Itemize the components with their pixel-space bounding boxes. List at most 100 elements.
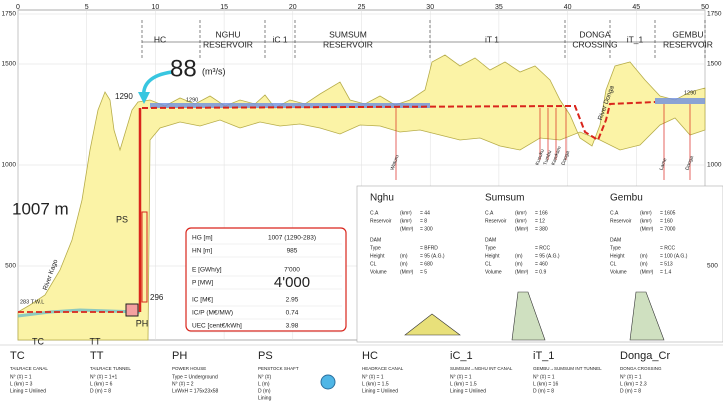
legend-detail: N° (#) = 1: [450, 374, 472, 380]
row-label: HG [m]: [192, 235, 213, 242]
reservoir-detail: (m): [515, 253, 523, 259]
reservoir-detail: (km²): [400, 218, 412, 224]
reservoir-detail: DAM: [370, 237, 381, 243]
reservoir-detail: = BFRD: [420, 245, 438, 251]
legend-title: PENSTOCK SHAFT: [258, 366, 299, 371]
legend-title: DONGA CROSSING: [620, 366, 662, 371]
river-label: Donga: [560, 150, 571, 166]
reservoir-detail: = 5: [420, 269, 427, 275]
x-tick-label: 25: [358, 4, 366, 11]
legend-code: iC_1: [450, 350, 473, 362]
reservoir-detail: Type: [485, 245, 496, 251]
river-label: Tumbu: [542, 149, 553, 166]
reservoir-detail: (Mm³): [515, 226, 529, 232]
reservoir-detail: (m): [515, 261, 523, 267]
reservoir-detail: DAM: [485, 237, 496, 243]
level-label: 1290: [684, 90, 696, 96]
legend-title: GEMBU→SUMSUM INT TUNNEL: [533, 366, 602, 371]
river-label: Donga: [684, 155, 695, 171]
row-value: 4'000: [274, 274, 310, 291]
row-value: 1007 (1290-283): [268, 235, 316, 242]
structure-label: TC: [32, 336, 44, 346]
legend-title: TAILRACE TUNNEL: [90, 366, 131, 371]
legend-title: POWER HOUSE: [172, 366, 206, 371]
terrain: [17, 54, 706, 341]
reservoir-detail: CL: [370, 261, 377, 267]
section-label: RESERVOIR: [663, 39, 713, 49]
legend-code: HC: [362, 350, 378, 362]
y-tick-label: 1500: [2, 61, 17, 68]
reservoir-detail: = 1.4: [660, 269, 671, 275]
row-label: IC/P (M€/MW): [192, 310, 233, 317]
reservoir-detail: = 12: [535, 218, 545, 224]
legend-detail: N° (#): [258, 374, 271, 380]
level-label: 296: [150, 293, 164, 302]
row-label: P [MW]: [192, 280, 213, 287]
inset-panel: [356, 185, 723, 343]
x-tick-label: 30: [426, 4, 434, 11]
reservoir-detail: = 8: [420, 218, 427, 224]
reservoir-detail: Height: [610, 253, 625, 259]
reservoir-detail: = 380: [535, 226, 548, 232]
shaft-icon: [320, 374, 336, 390]
reservoir-detail: (Mm³): [640, 269, 654, 275]
reservoir-detail: (km²): [400, 210, 412, 216]
level-label: 283 T.W.L: [20, 299, 44, 305]
section-label: iT_1: [627, 34, 644, 44]
legend-detail: N° (#) = 1+1: [90, 374, 118, 380]
legend-code: TT: [90, 350, 104, 362]
legend-detail: L (km) = 1.5: [450, 381, 477, 387]
reservoir-detail: Volume: [485, 269, 502, 275]
reservoir-detail: Reservoir: [610, 218, 632, 224]
penstock-shaft: [141, 211, 148, 303]
reservoir-detail: (m): [640, 253, 648, 259]
dam-section: [404, 313, 461, 336]
legend-detail: Lining: [258, 395, 272, 401]
reservoir-detail: (m): [400, 253, 408, 259]
row-label: E [GWh/y]: [192, 267, 222, 274]
legend-title: HEADRACE CANAL: [362, 366, 404, 371]
powerhouse: [125, 303, 139, 317]
reservoir-detail: = 160: [660, 218, 673, 224]
x-tick-label: 5: [85, 4, 89, 11]
legend-detail: N° (#) = 1: [620, 374, 642, 380]
x-tick-label: 35: [495, 4, 503, 11]
reservoir-detail: CL: [610, 261, 617, 267]
legend-code: Donga_Cr: [620, 350, 670, 362]
legend-code: PH: [172, 350, 187, 362]
reservoir-name: Gembu: [610, 193, 643, 204]
reservoir-detail: CL: [485, 261, 492, 267]
section-label: CROSSING: [572, 39, 617, 49]
legend-detail: Lining = Unlined: [10, 388, 46, 394]
structure-label: TT: [90, 336, 101, 346]
structure-label: PH: [136, 318, 149, 328]
legend-title: SUMSUM→NGHU INT CANAL: [450, 366, 513, 371]
reservoir-water: [655, 98, 705, 104]
reservoir-detail: (km²): [515, 218, 527, 224]
legend-detail: D (m) = 8: [533, 388, 554, 394]
head-label: 1007 m: [12, 199, 69, 218]
reservoir-detail: (Mm³): [400, 226, 414, 232]
legend-code: iT_1: [533, 350, 554, 362]
reservoir-detail: = 300: [420, 226, 433, 232]
tailwater: [17, 308, 141, 318]
reservoir-detail: = 95 (A.G.): [420, 253, 445, 259]
reservoir-detail: = 100 (A.G.): [660, 253, 688, 259]
reservoir-details: Nghu C.A (km²) = 44 Reservoir (km²) = 8 (Mm³) = …: [370, 193, 688, 276]
row-value: 2.95: [286, 297, 299, 304]
river-label: Lame: [658, 157, 668, 171]
reservoir-detail: (km²): [640, 218, 652, 224]
reservoir-detail: Reservoir: [485, 218, 507, 224]
legend-detail: L (km) = 3: [10, 381, 33, 387]
row-label: UEC [cent€/kWh]: [192, 323, 242, 330]
section-label: DONGA: [579, 29, 611, 39]
reservoir-detail: (km²): [515, 210, 527, 216]
y-tick-label: 500: [707, 263, 718, 270]
legend-detail: D (m) = 8: [90, 388, 111, 394]
reservoir-detail: = 7000: [660, 226, 676, 232]
flow-unit: (m³/s): [202, 66, 226, 76]
x-tick-label: 20: [289, 4, 297, 11]
flow-arrowhead: [138, 92, 150, 104]
legend-detail: L (km) = 16: [533, 381, 558, 387]
